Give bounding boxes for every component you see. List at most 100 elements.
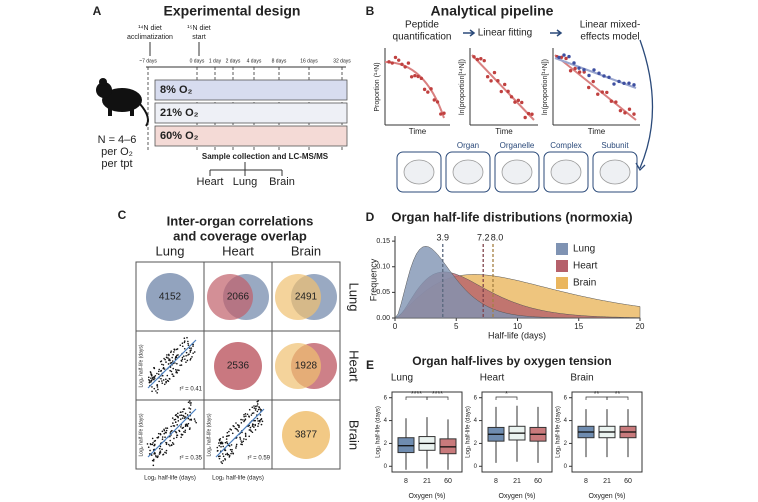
point (632, 83, 636, 87)
scatter-point (151, 386, 153, 388)
scatter-point (170, 350, 173, 352)
point (602, 74, 606, 78)
point (429, 87, 433, 91)
scatter-point (153, 444, 155, 447)
scatter-point (165, 378, 167, 381)
scatter-point (193, 351, 196, 353)
scatter-point (184, 431, 186, 434)
scatter-point (181, 417, 184, 419)
scatter-point (162, 364, 165, 366)
scatter-point (166, 427, 169, 430)
scatter-point (172, 375, 175, 378)
scatter-point (256, 403, 259, 405)
scatter-point (186, 336, 188, 339)
scatter-point (244, 432, 247, 435)
panel-title: Organ half-lives by oxygen tension (412, 354, 611, 368)
scatter-point (181, 410, 184, 413)
scatter-point (153, 378, 155, 381)
scatter-point (165, 429, 168, 432)
scatter-point (185, 423, 188, 426)
scatter-point (170, 351, 172, 354)
level-icon (599, 159, 631, 185)
point (587, 85, 591, 90)
scatter-point (161, 436, 164, 438)
scatter-point (173, 351, 175, 353)
venn-count: 3877 (295, 430, 318, 441)
scatter-point (250, 414, 253, 416)
scatter-point (227, 435, 229, 437)
scatter-point (232, 452, 235, 455)
scatter-point (153, 376, 155, 379)
condition-bar (154, 102, 348, 124)
arrow (550, 29, 563, 37)
x-tick-label: 60 (534, 478, 542, 485)
plot-frame (391, 391, 463, 473)
scatter-point (221, 453, 224, 455)
axis-label: Time (409, 127, 427, 136)
scatter-point (225, 453, 227, 456)
scatter-point (167, 357, 169, 359)
scatter-point (172, 367, 175, 370)
condition-label: 8% O₂ (160, 84, 193, 96)
scatter-point (171, 417, 174, 419)
timepoint-label: 8 days (272, 58, 287, 64)
scatter-point (170, 430, 172, 433)
scatter-point (151, 437, 154, 440)
scatter-point (169, 444, 171, 447)
column-label: Heart (222, 243, 254, 258)
axis-label: Log₂ half-life (days) (376, 406, 382, 458)
plot-frame (481, 391, 553, 473)
scatter-point (242, 419, 244, 421)
median-label: 3.9 (437, 232, 450, 242)
scatter-point (156, 456, 159, 459)
scatter-point (254, 429, 257, 431)
scatter-point (219, 455, 221, 457)
point (393, 55, 398, 60)
point (592, 68, 596, 72)
point (562, 53, 566, 57)
timepoint-label: 16 days (300, 58, 318, 64)
scatter-point (169, 432, 172, 434)
scatter-point (160, 377, 162, 380)
scatter-point (184, 429, 187, 432)
scatter-point (236, 424, 239, 426)
scatter-point (148, 380, 151, 382)
significance-label: ** (615, 391, 621, 398)
legend-swatch (556, 277, 568, 289)
scatter-point (222, 436, 224, 438)
scatter-point (159, 433, 162, 436)
legend-label: Lung (573, 244, 595, 255)
label: quantification (393, 32, 452, 43)
scatter-point (222, 460, 224, 462)
scatter-point (181, 356, 184, 359)
scatter-point (240, 443, 242, 445)
scatter-point (150, 379, 153, 382)
scatter-point (230, 452, 232, 455)
scatter-point (153, 387, 156, 390)
scatter-point (158, 368, 161, 371)
scatter-point (217, 442, 220, 444)
point (573, 66, 577, 71)
axis-label: Log₂ half-life (days) (212, 476, 264, 482)
point (622, 81, 626, 85)
scatter-point (227, 453, 230, 456)
scatter-point (154, 439, 157, 442)
scatter-point (226, 431, 229, 434)
point (400, 62, 404, 67)
scatter-point (173, 425, 176, 427)
venn-circle (275, 274, 321, 320)
column-label: Brain (291, 243, 321, 258)
scatter-point (157, 455, 159, 457)
timepoint-label: 0 days (190, 58, 205, 64)
scatter-point (253, 407, 256, 409)
scatter-point (181, 433, 184, 436)
scatter-point (152, 458, 155, 461)
label: ¹⁵N diet (187, 25, 211, 32)
scatter-point (260, 423, 263, 426)
point (403, 65, 407, 69)
point (409, 75, 414, 79)
scatter-point (187, 422, 190, 425)
scatter-point (181, 342, 184, 345)
scatter-point (241, 441, 243, 444)
scatter-point (183, 417, 186, 419)
